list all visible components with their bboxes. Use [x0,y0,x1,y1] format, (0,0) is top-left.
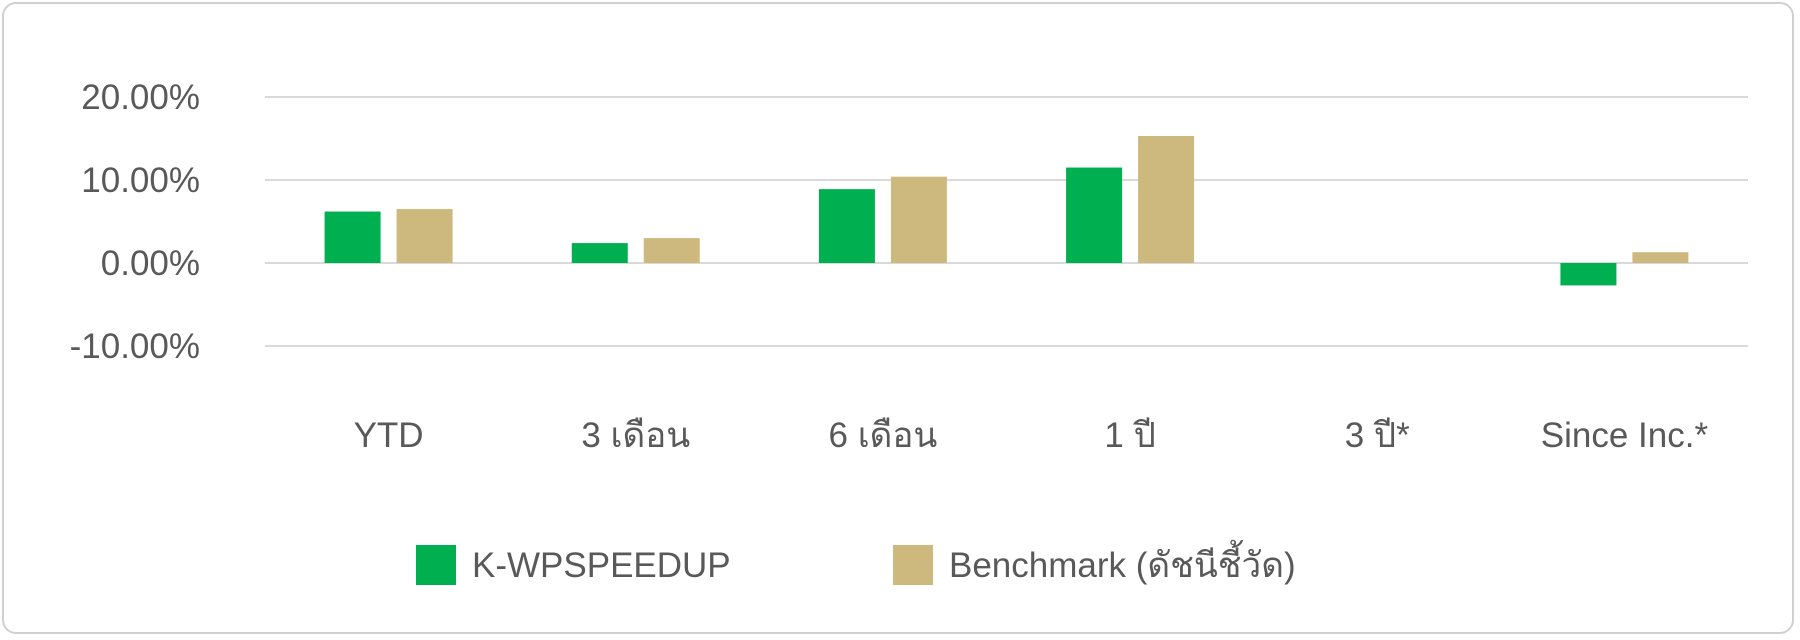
gridlines [265,96,1748,347]
legend-label-benchmark: Benchmark (ดัชนีชี้วัด) [949,539,1296,585]
bar-benchmark [396,209,453,263]
bar-benchmark [643,238,700,263]
y-tick-label: 0.00% [101,244,200,283]
category-label: 3 ปี* [1345,416,1410,455]
bar-benchmark [1632,252,1689,263]
bar-fund [1560,263,1617,286]
y-tick-label: 20.00% [81,78,200,117]
bar-benchmark [890,176,947,263]
legend: K-WPSPEEDUP Benchmark (ดัชนีชี้วัด) [416,539,1296,585]
category-label: 6 เดือน [829,416,938,455]
category-label: 1 ปี [1104,416,1155,455]
bar-fund [1066,167,1123,263]
category-label: YTD [354,416,424,455]
y-axis-tick-labels: 20.00% 10.00% 0.00% -10.00% [70,78,200,366]
y-tick-label: 10.00% [81,161,200,200]
category-labels: YTD 3 เดือน 6 เดือน 1 ปี 3 ปี* Since Inc.* [354,416,1709,455]
legend-swatch-fund [416,545,456,585]
bars [324,136,1689,286]
category-label: 3 เดือน [581,416,690,455]
bar-fund [324,211,381,263]
legend-label-fund: K-WPSPEEDUP [472,546,731,585]
y-tick-label: -10.00% [70,327,200,366]
bar-fund [571,243,628,263]
bar-benchmark [1138,136,1195,263]
bar-fund [818,189,875,263]
legend-swatch-benchmark [893,545,933,585]
category-label: Since Inc.* [1541,416,1709,455]
